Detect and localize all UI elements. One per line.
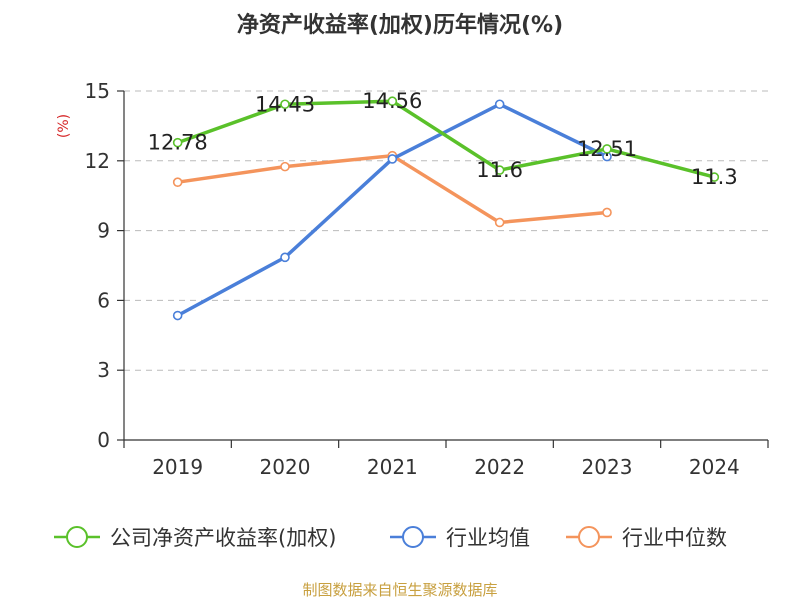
series-line (175, 99, 717, 179)
data-label: 11.3 (691, 165, 738, 189)
y-tick-label: 12 (85, 149, 110, 173)
legend-item: 公司净资产收益率(加权) (54, 526, 336, 550)
legend-marker (66, 526, 88, 548)
y-tick-label: 3 (97, 358, 110, 382)
series-line (175, 153, 609, 225)
data-point (709, 172, 720, 182)
y-axis-label: (%) (56, 114, 72, 138)
data-label: 14.56 (362, 89, 422, 113)
source-note: 制图数据来自恒生聚源数据库 (302, 581, 497, 599)
data-label: 12.51 (577, 137, 637, 161)
legend-label: 行业中位数 (622, 526, 727, 550)
data-point (172, 137, 183, 148)
data-label: 11.6 (476, 158, 523, 182)
y-tick-label: 0 (97, 428, 110, 452)
data-point (387, 154, 398, 164)
legend-item: 行业中位数 (566, 526, 727, 550)
x-tick-label: 2023 (582, 455, 633, 479)
x-tick-label: 2024 (689, 455, 740, 479)
data-point (280, 99, 290, 110)
series-lines (172, 96, 720, 321)
data-point (172, 310, 183, 321)
data-point (602, 207, 612, 218)
legend-marker (578, 526, 600, 548)
x-tick-label: 2022 (474, 455, 525, 479)
data-point (280, 161, 290, 172)
series-0 (172, 96, 720, 182)
x-tick-label: 2021 (367, 455, 418, 479)
legend: 公司净资产收益率(加权) 行业均值 行业中位数 (54, 526, 727, 550)
legend-label: 公司净资产收益率(加权) (110, 526, 336, 550)
data-point (494, 217, 505, 228)
data-label: 14.43 (255, 92, 315, 116)
data-point (172, 177, 183, 188)
grid-lines (124, 90, 768, 371)
y-tick-label: 9 (97, 219, 110, 243)
data-point (280, 252, 290, 263)
y-tick-label: 6 (97, 288, 110, 312)
x-tick-label: 2019 (152, 455, 203, 479)
data-labels: 12.78 14.43 14.56 11.6 12.51 11.3 (148, 89, 738, 189)
series-1 (172, 99, 612, 321)
axes: 0 3 6 9 12 15 2019 2020 2021 2022 2023 2024 (85, 79, 769, 479)
data-label: 12.78 (148, 131, 208, 155)
y-tick-label: 15 (85, 79, 110, 103)
legend-item: 行业均值 (390, 526, 530, 550)
legend-marker (402, 526, 424, 548)
x-tick-label: 2020 (260, 455, 311, 479)
data-point (387, 96, 398, 107)
data-point (602, 144, 612, 154)
chart-title: 净资产收益率(加权)历年情况(%) (237, 12, 563, 38)
data-point (494, 165, 505, 175)
series-line (175, 102, 609, 318)
data-point (494, 99, 505, 110)
legend-label: 行业均值 (446, 526, 530, 550)
